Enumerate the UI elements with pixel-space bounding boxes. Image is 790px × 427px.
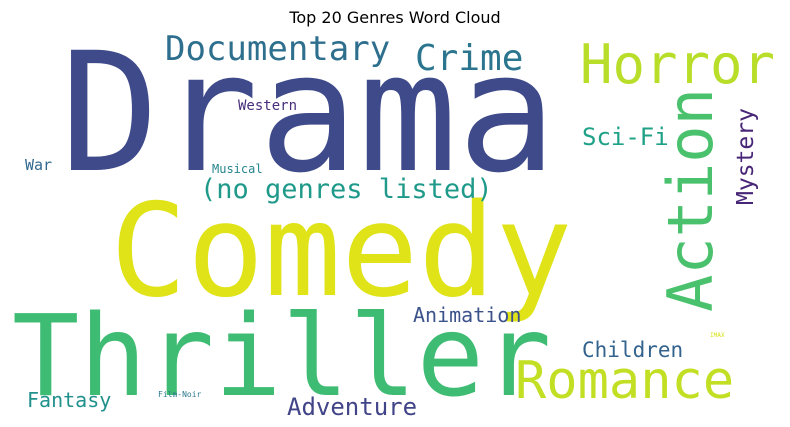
word-drama: Drama xyxy=(60,17,557,209)
word-no-genres-listed: (no genres listed) xyxy=(200,174,493,205)
word-thriller: Thriller xyxy=(12,292,551,422)
word-crime: Crime xyxy=(415,38,523,79)
word-horror: Horror xyxy=(580,33,775,96)
word-documentary: Documentary xyxy=(165,29,390,69)
word-comedy: Comedy xyxy=(110,177,572,326)
word-children: Children xyxy=(582,338,683,362)
chart-title: Top 20 Genres Word Cloud xyxy=(289,8,501,27)
word-film-noir: Film-Noir xyxy=(158,390,202,399)
word-western: Western xyxy=(238,98,297,114)
word-war: War xyxy=(25,156,52,174)
word-mystery: Mystery xyxy=(733,108,759,205)
word-fantasy: Fantasy xyxy=(27,388,111,412)
word-adventure: Adventure xyxy=(287,393,417,421)
word-sci-fi: Sci-Fi xyxy=(582,123,669,151)
word-romance: Romance xyxy=(515,351,734,411)
word-action: Action xyxy=(654,88,727,312)
word-musical: Musical xyxy=(212,162,263,176)
word-imax: IMAX xyxy=(710,332,725,339)
word-animation: Animation xyxy=(413,303,521,327)
